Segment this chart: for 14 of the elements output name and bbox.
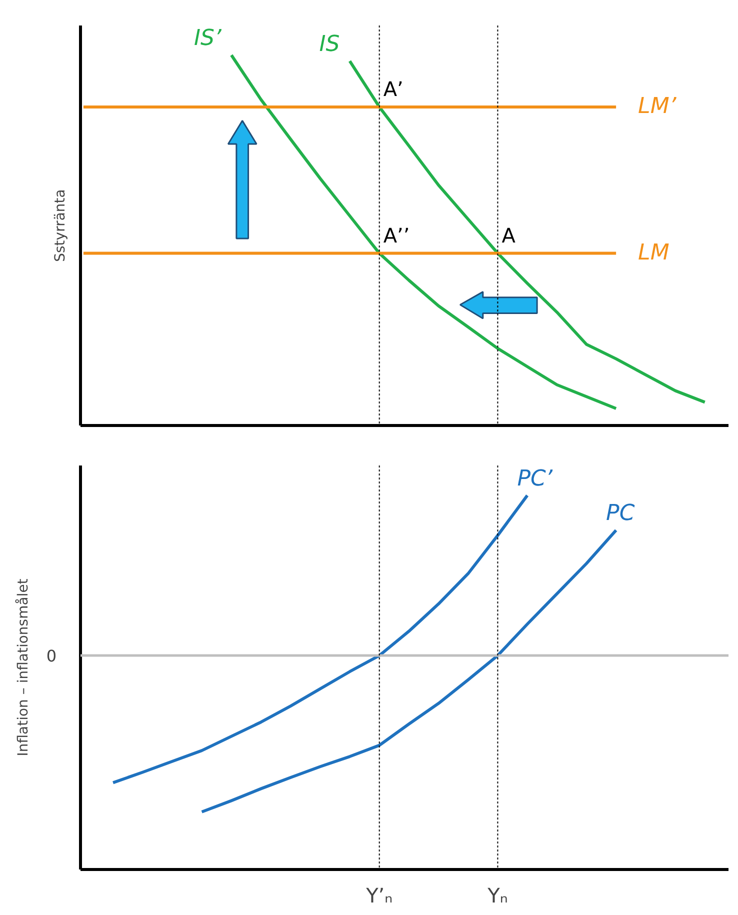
- series-label: IS: [319, 32, 340, 58]
- annotation: A’’: [383, 223, 410, 248]
- series-label: PC: [606, 501, 636, 526]
- annotation: A: [502, 223, 516, 248]
- series-label: LM’: [638, 94, 678, 119]
- y-axis-title: Inflation – inflationsmålet: [14, 578, 32, 756]
- x-tick-label: Y’ₙ: [365, 884, 393, 908]
- y-axis-title: Sstyrränta: [52, 189, 68, 262]
- text: 0: [46, 646, 57, 666]
- series-label: LM: [638, 240, 670, 266]
- x-tick-label: Yₙ: [486, 884, 508, 908]
- series-label: PC’: [517, 466, 554, 492]
- series-label: IS’: [194, 26, 222, 52]
- annotation: A’: [383, 76, 404, 101]
